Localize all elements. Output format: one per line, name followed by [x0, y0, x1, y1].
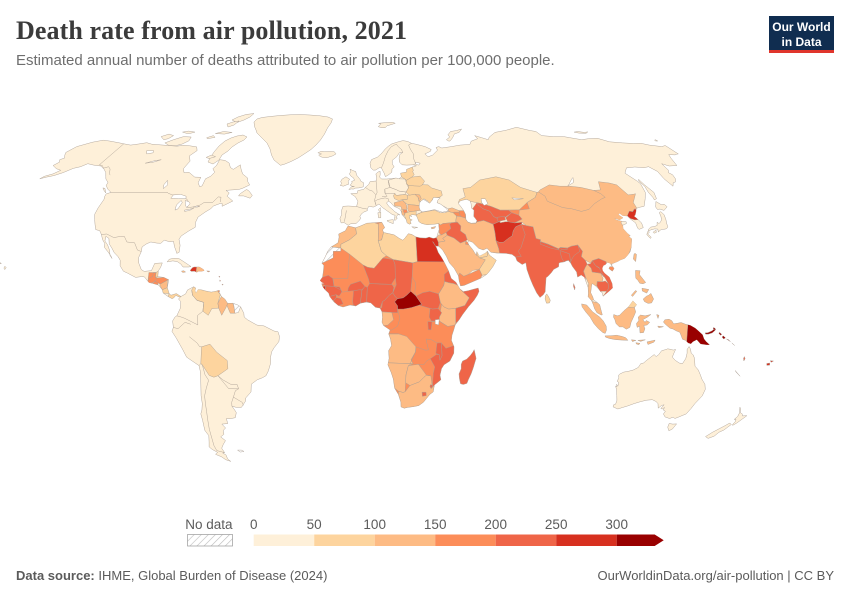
svg-text:100: 100 — [363, 517, 386, 532]
svg-text:300: 300 — [605, 517, 628, 532]
svg-text:150: 150 — [424, 517, 447, 532]
svg-text:250: 250 — [545, 517, 568, 532]
svg-text:0: 0 — [250, 517, 258, 532]
svg-text:No data: No data — [185, 517, 233, 532]
svg-text:200: 200 — [484, 517, 507, 532]
svg-text:50: 50 — [307, 517, 322, 532]
